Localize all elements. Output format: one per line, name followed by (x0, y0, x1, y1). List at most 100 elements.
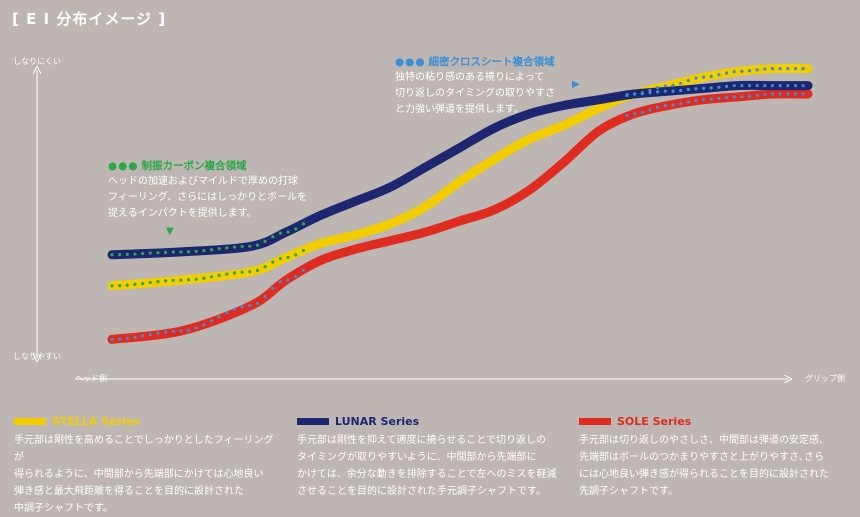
stella-region-dot (133, 282, 137, 286)
lunar-region-dot (186, 250, 191, 254)
sole-region-dot (163, 330, 168, 334)
lunar-region-dot (709, 86, 713, 90)
stella-region-dot (778, 67, 782, 71)
lunar-region-dot (656, 90, 660, 94)
stella-region-dot (770, 67, 775, 71)
sole-region-dot (171, 329, 175, 333)
sole-desc-1: 手元部は切り返しのやさしさ、中間部は弾道の安定感、 (579, 435, 829, 446)
dense-annotation-line-2: 切り返しのタイミングの取りやすさ (395, 88, 555, 99)
sole-region-dot (694, 98, 698, 102)
sole-region-dot (286, 278, 290, 282)
sole-region-dot (801, 92, 805, 96)
lunar-region-dot (740, 83, 744, 88)
stella-region-dot (709, 74, 713, 79)
vibration-annotation-line-1: ヘッドの加速およびマイルドで厚めの打球 (108, 176, 298, 187)
sole-region-dot (225, 311, 229, 315)
vibration-annotation-heading: ●●● 制振カーボン複合領域 (108, 158, 307, 174)
stella-region-dot (663, 84, 667, 88)
stella-region-dot (786, 67, 790, 71)
sole-region-dot (263, 294, 267, 299)
lunar-region-dot (294, 227, 298, 231)
lunar-region-dot (633, 92, 637, 96)
sole-region-dot (110, 337, 114, 341)
stella-region-dot (217, 273, 221, 278)
stella-region-dot (747, 69, 752, 73)
sole-region-dot (793, 92, 798, 96)
vibration-annotation-line-2: フィーリング、さらにはしっかりとボールを (108, 192, 308, 203)
sole-region-dot (786, 92, 790, 96)
sole-region-dot (633, 112, 637, 116)
lunar-desc-2: タイミングが取りやすいように、中間部から先端部に (297, 452, 537, 463)
lunar-region-dot (778, 83, 782, 88)
stella-region-dot (763, 67, 767, 71)
vibration-carbon-annotation: ●●● 制振カーボン複合領域 ヘッドの加速およびマイルドで厚めの打球 フィーリング… (108, 158, 307, 222)
stella-region-dot (732, 70, 736, 74)
dense-marker-icon: ▶ (572, 79, 580, 90)
stella-region-dot (694, 76, 698, 80)
lunar-region-dot (133, 252, 137, 256)
lunar-region-dot (179, 250, 183, 254)
lunar-region-dot (171, 250, 175, 254)
sole-region-dot (209, 319, 214, 323)
stella-region-dot (255, 268, 260, 273)
sole-region-dot (278, 280, 283, 284)
stella-region-dot (156, 280, 160, 284)
sole-region-dot (194, 326, 198, 330)
stella-desc-1: 手元部は剛性を高めることでしっかりとしたフィーリングが (14, 435, 274, 463)
sole-region-dot (740, 95, 744, 99)
legend-lunar: LUNAR Series 手元部は剛性を抑えて適度に撓らせることで切り返しの タ… (297, 413, 562, 500)
dense-annotation-title: 細密クロスシート複合領域 (428, 56, 555, 68)
lunar-region-dot (686, 87, 690, 92)
sole-region-dot (755, 93, 759, 97)
sole-region-dot (709, 97, 713, 101)
lunar-region-dot (801, 83, 805, 88)
sole-region-dot (747, 94, 752, 98)
lunar-region-dot (663, 89, 667, 93)
sole-region-dot (255, 301, 260, 305)
lunar-region-dot (671, 89, 675, 93)
lunar-region-dot (202, 248, 206, 253)
lunar-region-dot (194, 249, 198, 253)
sole-region-dot (179, 329, 183, 333)
lunar-region-dot (717, 85, 721, 89)
stella-region-dot (801, 67, 805, 71)
stella-region-dot (141, 281, 145, 286)
sole-region-dot (217, 315, 221, 319)
lunar-region-dot (679, 88, 683, 93)
lunar-region-dot (732, 84, 736, 88)
page-title: [ E I 分布イメージ ] (12, 10, 167, 28)
vibration-annotation-title: 制振カーボン複合領域 (141, 160, 247, 172)
sole-region-dot (240, 305, 244, 309)
stella-series-name: STELLA Series (52, 415, 140, 428)
sole-region-dot (648, 108, 652, 112)
sole-region-dot (686, 100, 690, 104)
lunar-region-dot (255, 243, 260, 247)
sole-desc-2: 先端部はボールのつかまりやすさと上がりやすさ､さら (579, 452, 824, 463)
vibration-marker-icon: ▼ (166, 226, 174, 237)
stella-desc-3: 弾き感と最大飛距離を得ることを目的に設計された (14, 486, 244, 497)
dense-annotation-heading: ●●● 細密クロスシート複合領域 (395, 54, 555, 70)
vibration-annotation-line-3: 捉えるインパクトを提供します。 (108, 208, 257, 219)
stella-region-dot (202, 276, 206, 280)
dense-annotation-line-3: と力強い弾道を提供します。 (395, 104, 524, 115)
lunar-region-dot (232, 245, 237, 249)
sole-region-dot (186, 328, 191, 332)
lunar-region-dot (286, 230, 290, 234)
lunar-region-dot (248, 244, 252, 248)
sole-region-dot (248, 303, 252, 308)
stella-region-dot (648, 88, 652, 92)
lunar-desc-1: 手元部は剛性を抑えて適度に撓らせることで切り返しの (297, 435, 546, 446)
lunar-region-dot (301, 222, 305, 226)
sole-region-dot (770, 92, 775, 96)
stella-region-dot (671, 83, 675, 87)
sole-region-dot (656, 105, 660, 109)
lunar-region-dot (278, 231, 283, 235)
stella-region-dot (301, 248, 305, 253)
lunar-region-dot (763, 83, 767, 88)
lunar-region-dot (148, 251, 152, 255)
lunar-region-dot (125, 252, 129, 257)
stella-region-dot (240, 270, 244, 274)
sole-region-dot (671, 103, 675, 107)
stella-region-dot (755, 68, 759, 72)
sole-region-dot (625, 113, 629, 118)
